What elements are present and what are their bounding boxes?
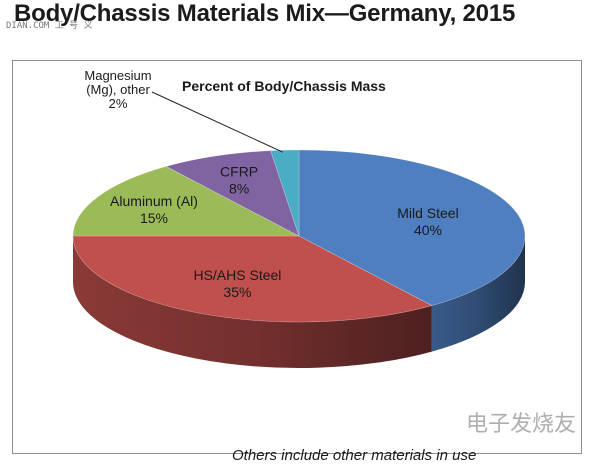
pie-slice-mild-steel xyxy=(298,149,526,306)
watermark-text: DIAN.COM 工 号 义 xyxy=(6,21,93,31)
chart-subtitle: Percent of Body/Chassis Mass xyxy=(182,78,386,94)
pie-slice-hs-ahs-steel xyxy=(72,235,433,323)
slice-label-hs-ahs-steel: HS/AHS Steel xyxy=(193,267,281,283)
pie-side-mild-steel xyxy=(431,236,525,352)
slice-value-aluminum-al: 15% xyxy=(140,210,168,226)
slice-label-mild-steel: Mild Steel xyxy=(397,205,458,221)
pie-side-hs-ahs-steel xyxy=(73,236,432,369)
pie-slice-magnesium-mg-other xyxy=(270,149,300,237)
pie-slice-aluminum-al xyxy=(72,166,300,237)
slice-label-aluminum-al: Aluminum (Al) xyxy=(110,193,198,209)
watermark-logo: 电子发烧友 xyxy=(466,412,577,437)
pie-slice-cfrp xyxy=(165,150,300,237)
slice-label-cfrp: CFRP xyxy=(220,163,258,179)
footnote: Others include other materials in use xyxy=(232,447,477,464)
slice-value-mild-steel: 40% xyxy=(414,222,442,238)
slice-label-magnesium-mg-other: (Mg), other xyxy=(86,82,150,97)
chart-title: Body/Chassis Materials Mix—Germany, 2015 xyxy=(14,0,516,27)
slice-value-cfrp: 8% xyxy=(229,180,249,196)
leader-line-magnesium-mg-other xyxy=(151,91,284,153)
slice-label-magnesium-mg-other: Magnesium xyxy=(84,68,151,83)
slice-value-hs-ahs-steel: 35% xyxy=(223,284,251,300)
slice-value-magnesium-mg-other: 2% xyxy=(109,96,128,111)
chart-frame xyxy=(12,60,582,454)
